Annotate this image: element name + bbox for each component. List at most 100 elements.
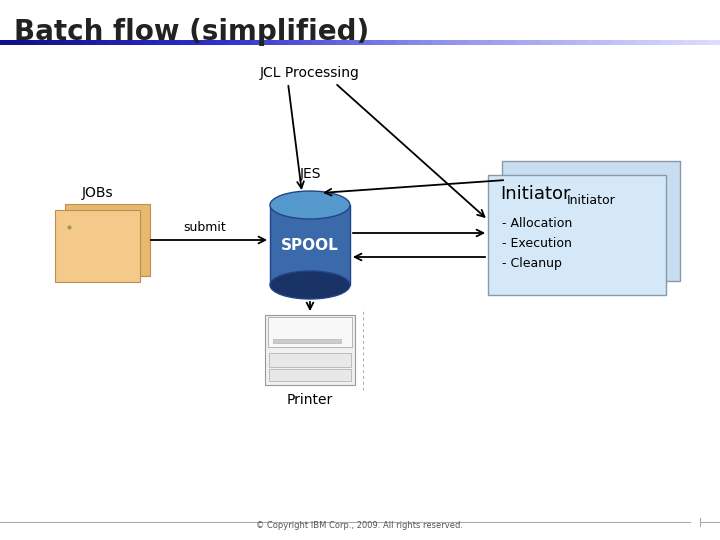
Bar xyxy=(444,40,457,45)
Bar xyxy=(432,40,445,45)
Bar xyxy=(108,40,121,45)
Bar xyxy=(708,40,720,45)
Bar xyxy=(240,40,253,45)
Bar xyxy=(492,40,505,45)
Bar xyxy=(396,40,409,45)
Bar xyxy=(708,40,720,45)
Bar xyxy=(72,40,85,45)
Bar xyxy=(144,40,157,45)
Bar xyxy=(684,40,697,45)
Bar xyxy=(324,40,337,45)
Bar xyxy=(336,40,349,45)
Bar xyxy=(0,40,13,45)
Text: - Execution: - Execution xyxy=(502,237,572,250)
Bar xyxy=(204,40,217,45)
Text: - Allocation: - Allocation xyxy=(502,217,572,230)
Bar xyxy=(360,40,373,45)
Bar xyxy=(348,40,361,45)
Bar xyxy=(96,40,109,45)
Bar xyxy=(504,40,517,45)
Bar xyxy=(456,40,469,45)
Ellipse shape xyxy=(270,191,350,219)
Bar xyxy=(672,40,685,45)
Bar xyxy=(432,40,445,45)
Bar xyxy=(696,40,709,45)
Bar xyxy=(192,40,205,45)
Bar xyxy=(168,40,181,45)
Bar xyxy=(192,40,205,45)
Bar xyxy=(132,40,145,45)
Bar xyxy=(36,40,49,45)
Bar xyxy=(24,40,37,45)
Bar xyxy=(612,40,625,45)
Bar xyxy=(588,40,601,45)
Text: Printer: Printer xyxy=(287,393,333,407)
Text: JOBs: JOBs xyxy=(81,186,113,200)
Bar xyxy=(372,40,385,45)
Bar xyxy=(528,40,541,45)
Bar xyxy=(564,40,577,45)
Bar xyxy=(216,40,229,45)
Bar xyxy=(696,40,709,45)
Bar xyxy=(480,40,493,45)
Bar xyxy=(648,40,661,45)
Bar xyxy=(444,40,457,45)
Bar xyxy=(564,40,577,45)
Bar xyxy=(312,40,325,45)
Ellipse shape xyxy=(270,271,350,299)
Bar xyxy=(264,40,277,45)
Bar xyxy=(636,40,649,45)
Bar xyxy=(600,40,613,45)
Bar xyxy=(48,40,61,45)
Bar xyxy=(270,205,350,285)
Bar xyxy=(456,40,469,45)
Bar xyxy=(384,40,397,45)
Bar xyxy=(492,40,505,45)
Bar xyxy=(516,40,529,45)
Text: - Cleanup: - Cleanup xyxy=(502,257,562,270)
Bar xyxy=(502,161,680,281)
Bar xyxy=(336,40,349,45)
Bar xyxy=(156,40,169,45)
Text: Initiator: Initiator xyxy=(567,194,616,207)
Text: SPOOL: SPOOL xyxy=(281,238,339,253)
Bar xyxy=(65,204,150,276)
Bar xyxy=(552,40,565,45)
Bar xyxy=(576,40,589,45)
Bar xyxy=(0,40,13,45)
Bar xyxy=(276,40,289,45)
Bar xyxy=(600,40,613,45)
Text: Initiator: Initiator xyxy=(500,185,570,203)
Bar xyxy=(228,40,241,45)
Bar xyxy=(273,339,341,342)
Bar xyxy=(588,40,601,45)
Bar xyxy=(528,40,541,45)
Bar xyxy=(288,40,301,45)
Bar xyxy=(480,40,493,45)
Bar xyxy=(276,40,289,45)
Bar xyxy=(612,40,625,45)
Bar xyxy=(576,40,589,45)
Bar xyxy=(216,40,229,45)
Bar xyxy=(468,40,481,45)
Bar xyxy=(468,40,481,45)
Bar xyxy=(384,40,397,45)
Bar xyxy=(540,40,553,45)
Bar xyxy=(540,40,553,45)
Bar xyxy=(672,40,685,45)
Text: JCL Processing: JCL Processing xyxy=(260,66,360,80)
Bar xyxy=(84,40,97,45)
Bar xyxy=(144,40,157,45)
Bar xyxy=(36,40,49,45)
Text: JES: JES xyxy=(300,167,320,181)
Bar xyxy=(408,40,421,45)
Bar xyxy=(636,40,649,45)
Bar xyxy=(120,40,133,45)
Bar xyxy=(660,40,673,45)
Bar xyxy=(180,40,193,45)
Text: submit: submit xyxy=(184,221,226,234)
Bar xyxy=(300,40,313,45)
Bar xyxy=(252,40,265,45)
Bar xyxy=(252,40,265,45)
Bar xyxy=(348,40,361,45)
